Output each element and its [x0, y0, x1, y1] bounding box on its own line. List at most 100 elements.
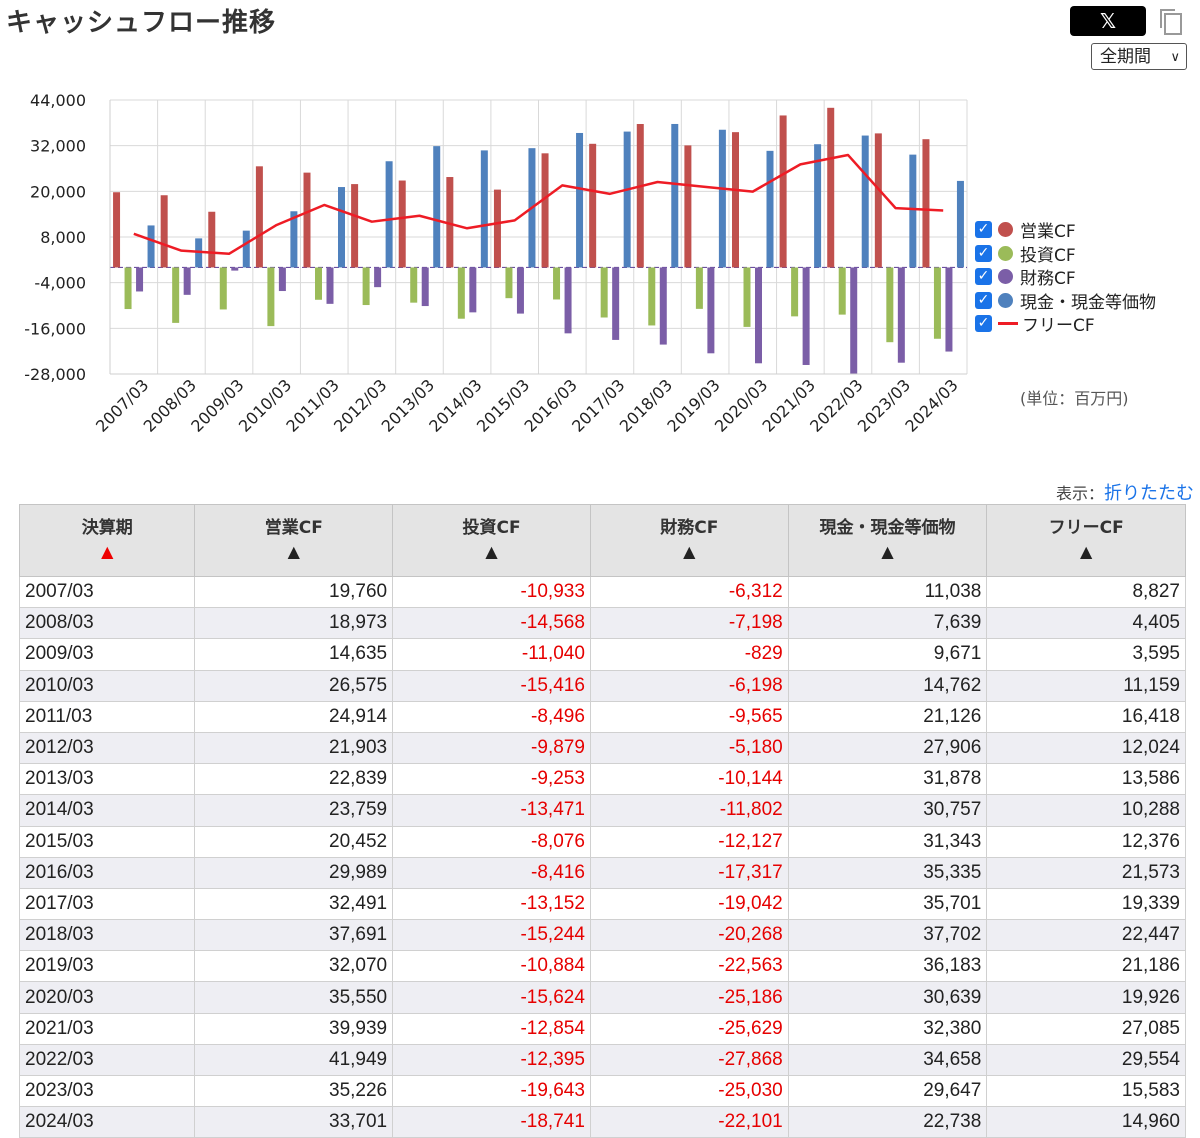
- table-cell: -22,101: [589, 1106, 789, 1138]
- sort-arrow-icon[interactable]: ▲: [1080, 542, 1093, 561]
- table-cell: -15,416: [392, 669, 591, 702]
- table-cell: 2021/03: [18, 1012, 196, 1045]
- table-cell: -9,565: [589, 700, 789, 733]
- table-cell: -8,076: [392, 825, 591, 858]
- table-cell: 34,658: [787, 1043, 988, 1077]
- table-cell: 15,583: [986, 1074, 1186, 1108]
- bar-現金・現金等価物: [242, 230, 250, 268]
- bar-営業CF: [636, 124, 644, 268]
- table-cell: 18,973: [194, 607, 394, 640]
- bar-営業CF: [113, 192, 121, 268]
- sort-arrow-icon[interactable]: ▲: [101, 542, 114, 561]
- bar-投資CF: [124, 267, 132, 310]
- sort-arrow-icon[interactable]: ▲: [881, 542, 894, 561]
- table-cell: -19,643: [392, 1074, 591, 1108]
- bar-営業CF: [732, 132, 739, 268]
- sort-arrow-icon[interactable]: ▲: [287, 542, 300, 561]
- table-cell: -17,317: [589, 856, 789, 889]
- copy-icon[interactable]: [1157, 6, 1187, 38]
- table-cell: 2010/03: [18, 669, 196, 702]
- table-cell: -9,253: [392, 763, 591, 796]
- legend-checkbox[interactable]: ✓: [975, 244, 992, 262]
- table-row: 2013/03 22,839 -9,253 -10,144 31,878 13,586: [18, 763, 1186, 796]
- table-cell: 2013/03: [18, 763, 196, 796]
- bar-財務CF: [707, 267, 715, 354]
- legend-checkbox[interactable]: ✓: [975, 291, 992, 309]
- table-cell: 22,738: [787, 1106, 988, 1138]
- bar-現金・現金等価物: [147, 225, 155, 268]
- bar-営業CF: [255, 166, 263, 268]
- bar-投資CF: [505, 267, 513, 299]
- bar-投資CF: [457, 267, 465, 319]
- table-cell: 3,595: [986, 638, 1186, 671]
- y-tick-label: 20,000: [30, 182, 86, 201]
- legend-swatch: [998, 292, 1013, 308]
- bar-投資CF: [410, 267, 418, 303]
- bar-財務CF: [945, 267, 953, 352]
- y-tick-label: -16,000: [24, 319, 86, 338]
- table-cell: -12,127: [589, 825, 789, 858]
- legend-item[interactable]: ✓ フリーCF: [975, 312, 1156, 336]
- bar-投資CF: [791, 267, 799, 317]
- bar-財務CF: [516, 267, 524, 314]
- sort-arrow-icon[interactable]: ▲: [485, 542, 498, 561]
- bar-投資CF: [933, 267, 941, 339]
- period-select[interactable]: 全期間 ∨: [1091, 43, 1187, 70]
- table-cell: 12,376: [986, 825, 1186, 858]
- table-cell: 22,447: [986, 919, 1186, 952]
- table-cell: -12,854: [392, 1012, 591, 1045]
- table-cell: 29,647: [787, 1074, 988, 1108]
- legend-swatch: [998, 322, 1018, 326]
- column-header[interactable]: 現金・現金等価物 ▲: [787, 504, 988, 577]
- table-cell: -7,198: [589, 607, 789, 640]
- legend-checkbox[interactable]: ✓: [975, 315, 992, 333]
- bar-現金・現金等価物: [480, 150, 488, 268]
- sort-arrow-icon[interactable]: ▲: [683, 542, 696, 561]
- table-row: 2016/03 29,989 -8,416 -17,317 35,335 21,573: [18, 856, 1186, 889]
- column-header[interactable]: 決算期 ▲: [18, 504, 196, 577]
- legend-item[interactable]: ✓ 投資CF: [975, 242, 1156, 266]
- column-header[interactable]: 財務CF ▲: [589, 504, 789, 577]
- bar-投資CF: [267, 267, 275, 327]
- table-row: 2020/03 35,550 -15,624 -25,186 30,639 19,926: [18, 981, 1186, 1014]
- legend-checkbox[interactable]: ✓: [975, 268, 992, 286]
- table-cell: -25,629: [589, 1012, 789, 1045]
- legend-item[interactable]: ✓ 現金・現金等価物: [975, 289, 1156, 313]
- table-cell: 30,639: [787, 981, 988, 1014]
- y-tick-label: 32,000: [30, 137, 86, 156]
- bar-投資CF: [648, 267, 656, 326]
- bar-投資CF: [743, 267, 751, 327]
- table-cell: 26,575: [194, 669, 394, 702]
- chevron-down-icon: ∨: [1170, 50, 1180, 65]
- legend-label: 現金・現金等価物: [1020, 292, 1156, 313]
- table-cell: 33,701: [194, 1106, 394, 1138]
- collapse-link[interactable]: 折りたたむ: [1104, 483, 1194, 504]
- bar-財務CF: [850, 267, 858, 374]
- bar-投資CF: [362, 267, 370, 306]
- table-cell: -11,040: [392, 638, 591, 671]
- bar-営業CF: [446, 177, 454, 268]
- table-cell: 14,762: [787, 669, 988, 702]
- column-header[interactable]: フリーCF ▲: [986, 504, 1186, 577]
- column-header[interactable]: 営業CF ▲: [194, 504, 394, 577]
- table-cell: -10,884: [392, 950, 591, 983]
- column-header[interactable]: 投資CF ▲: [392, 504, 591, 577]
- table-row: 2010/03 26,575 -15,416 -6,198 14,762 11,159: [18, 669, 1186, 702]
- table-cell: -6,198: [589, 669, 789, 702]
- bar-現金・現金等価物: [861, 135, 869, 268]
- table-cell: -13,152: [392, 887, 591, 921]
- table-cell: 14,960: [986, 1106, 1186, 1138]
- legend-checkbox[interactable]: ✓: [975, 221, 992, 239]
- x-share-button[interactable]: 𝕏: [1070, 6, 1146, 36]
- bar-投資CF: [219, 267, 227, 310]
- bar-財務CF: [326, 267, 334, 304]
- table-cell: -11,802: [589, 794, 789, 827]
- legend-item[interactable]: ✓ 財務CF: [975, 265, 1156, 289]
- table-cell: 29,989: [194, 856, 394, 889]
- legend-item[interactable]: ✓ 営業CF: [975, 218, 1156, 242]
- table-row: 2012/03 21,903 -9,879 -5,180 27,906 12,024: [18, 731, 1186, 765]
- legend-label: 営業CF: [1020, 222, 1076, 243]
- table-cell: 7,639: [787, 607, 988, 640]
- table-row: 2009/03 14,635 -11,040 -829 9,671 3,595: [18, 638, 1186, 671]
- table-cell: 2012/03: [18, 731, 196, 765]
